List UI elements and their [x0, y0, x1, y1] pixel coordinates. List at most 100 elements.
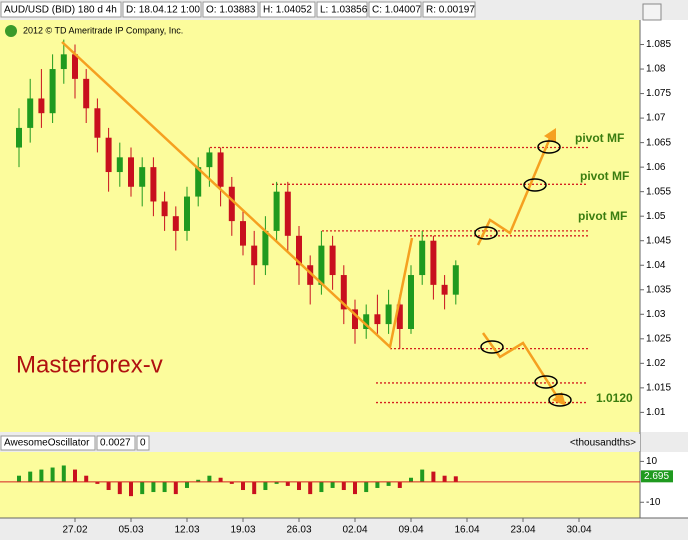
osc-bar: [140, 481, 145, 495]
box: [202, 1, 259, 18]
arrow-head: [552, 392, 566, 406]
box: [0, 1, 122, 18]
box: [122, 1, 202, 18]
osc-bar: [263, 481, 268, 491]
candle-body: [116, 157, 123, 173]
candle-body: [329, 245, 336, 276]
candle-body: [419, 240, 426, 276]
osc-bar: [453, 476, 458, 482]
box: [96, 435, 136, 451]
symbol: AUD/USD (BID) 180 d 4h: [4, 5, 117, 16]
candle-body: [296, 235, 302, 266]
y-tick-label: 1.06: [646, 162, 666, 173]
header: AUD/USD (BID) 180 d 4h D: 18.04.12 1:00 …: [0, 1, 662, 21]
osc-bar: [285, 481, 290, 486]
osc-bar: [431, 471, 436, 482]
osc-bar: [330, 481, 335, 488]
plot: 1.01 1.015 1.02 1.025 1.03 1.035 1.04 1.045 1.05…: [0, 39, 673, 536]
trend-line: [61, 41, 414, 350]
settings-button[interactable]: [642, 3, 662, 21]
candle-body: [128, 157, 134, 187]
high: H: 1.04052: [263, 5, 312, 16]
date: D: 18.04.12 1:00: [126, 5, 200, 16]
osc-bar: [420, 469, 425, 482]
candle-body: [161, 201, 168, 217]
candle-body: [217, 152, 224, 187]
candle-body: [83, 78, 90, 109]
candle-body: [206, 152, 213, 168]
x-tick-label: 26.03: [286, 525, 311, 536]
osc-bar: [353, 481, 357, 495]
ellipse: [537, 140, 561, 154]
osc-bar: [241, 481, 245, 491]
info-icon: [5, 25, 17, 37]
candle-body: [430, 240, 437, 285]
candle-body: [251, 245, 258, 266]
watermark: Masterforex-v: [16, 351, 163, 378]
candle-body: [49, 69, 56, 114]
y-tick-label: 10: [646, 456, 658, 467]
projection-down: [481, 332, 560, 399]
y-tick-label: 1.08: [646, 64, 666, 75]
box: [316, 1, 368, 18]
candle-body: [195, 167, 202, 197]
osc-bar: [409, 477, 413, 482]
copyright: 2012 © TD Ameritrade IP Company, Inc.: [23, 25, 183, 35]
box: [368, 1, 422, 18]
osc-header: [0, 434, 640, 451]
osc-bar: [95, 481, 100, 484]
candle-body: [396, 304, 403, 329]
ellipse: [480, 340, 504, 354]
osc-bar: [61, 465, 66, 482]
annotation: pivot MF: [580, 169, 629, 183]
candle-body: [385, 304, 392, 325]
candle-body: [72, 54, 78, 79]
candle-body: [94, 108, 101, 138]
annotation: pivot MF: [575, 131, 624, 145]
candle-body: [318, 245, 325, 285]
y-tick-label: 1.05: [646, 211, 666, 222]
candle-body: [352, 309, 358, 329]
candle-body: [27, 98, 34, 128]
y-tick-label: 1.01: [646, 407, 666, 418]
osc-bar: [129, 481, 133, 497]
candle-body: [408, 275, 414, 329]
open: O: 1.03883: [206, 5, 256, 16]
osc-bar: [106, 481, 111, 491]
y-tick-label: 1.015: [646, 382, 671, 393]
y-tick-label: 1.04: [646, 260, 666, 271]
candle-body: [16, 127, 22, 148]
y-tick-label: 1.065: [646, 137, 671, 148]
last-value-box: [641, 470, 673, 483]
candle-body: [60, 54, 67, 70]
y-tick-label: 1.045: [646, 235, 671, 246]
annotation: 1.0120: [596, 391, 633, 405]
box: [422, 1, 476, 18]
x-tick-label: 27.02: [62, 525, 87, 536]
ellipse: [523, 178, 547, 192]
x-tick-label: 09.04: [398, 525, 423, 536]
osc-bar: [173, 481, 178, 495]
osc-bar: [117, 481, 122, 495]
osc-bar: [28, 471, 33, 482]
osc-bar: [442, 475, 447, 482]
osc-bar: [386, 481, 391, 486]
ellipses: [474, 140, 572, 407]
osc-bar: [319, 481, 324, 493]
osc-bar: [17, 475, 21, 482]
candle-body: [452, 265, 459, 295]
y-tick-label: 1.055: [646, 186, 671, 197]
x-tick-label: 19.03: [230, 525, 255, 536]
osc-bar: [252, 481, 257, 495]
box: [0, 435, 96, 451]
range: R: 0.00197: [426, 5, 475, 16]
osc-axis: [640, 452, 688, 518]
y-tick-label: -10: [646, 497, 661, 508]
osc-bar: [50, 467, 55, 482]
osc-bar: [397, 481, 402, 488]
candle-body: [340, 275, 347, 310]
last-value: 2.695: [644, 471, 669, 482]
y-tick-label: 1.035: [646, 284, 671, 295]
candle-body: [363, 314, 370, 329]
